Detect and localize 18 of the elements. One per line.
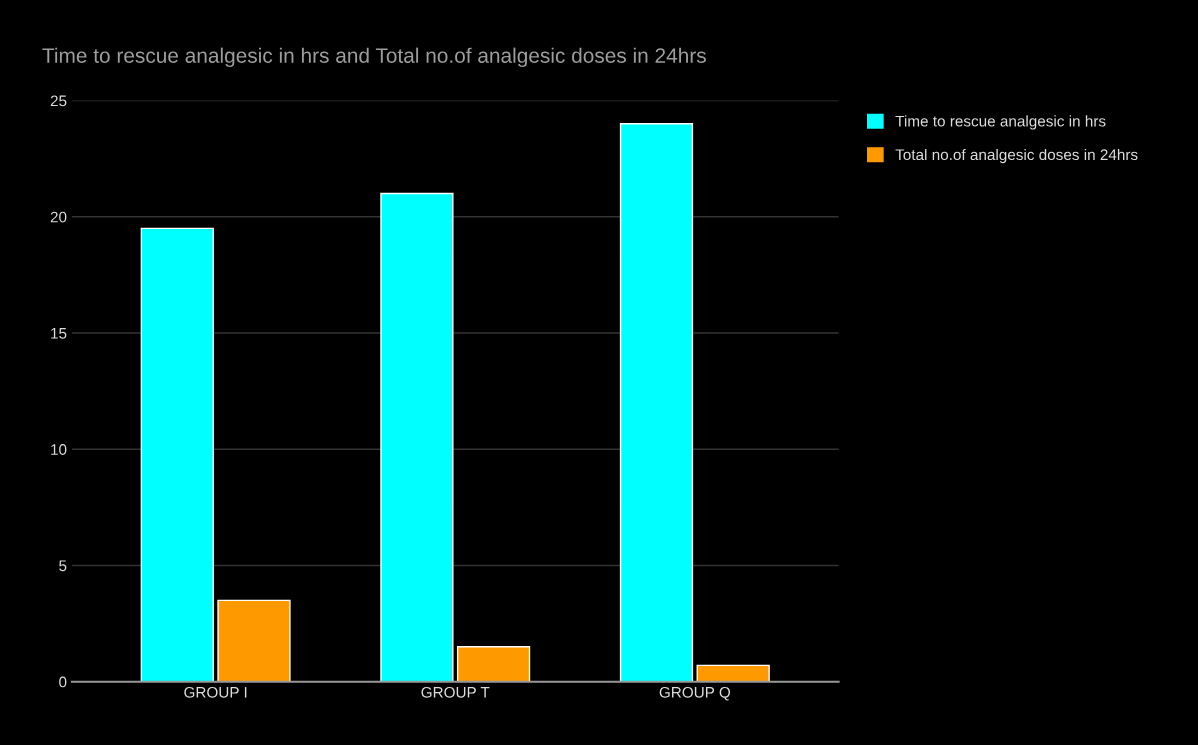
bar — [619, 123, 694, 682]
bar — [456, 646, 531, 682]
y-tick-label: 0 — [59, 676, 67, 688]
y-tick-label: 20 — [50, 211, 67, 223]
bar — [696, 664, 770, 682]
y-tick-label: 25 — [50, 95, 67, 107]
x-tick-label: GROUP Q — [659, 686, 731, 701]
y-tick-label: 5 — [59, 560, 67, 572]
legend-label: Total no.of analgesic doses in 24hrs — [895, 148, 1138, 164]
bar — [140, 227, 214, 682]
x-tick-label: GROUP T — [421, 686, 490, 698]
legend-label: Time to rescue analgesic in hrs — [895, 115, 1106, 130]
bar — [380, 192, 454, 682]
x-tick-label: GROUP I — [184, 686, 247, 698]
bar — [217, 599, 291, 682]
y-tick-label: 10 — [51, 444, 67, 455]
y-tick-label: 15 — [51, 328, 67, 339]
chart-title: Time to rescue analgesic in hrs and Total no.of analgesic doses in 24hrs — [42, 47, 706, 68]
